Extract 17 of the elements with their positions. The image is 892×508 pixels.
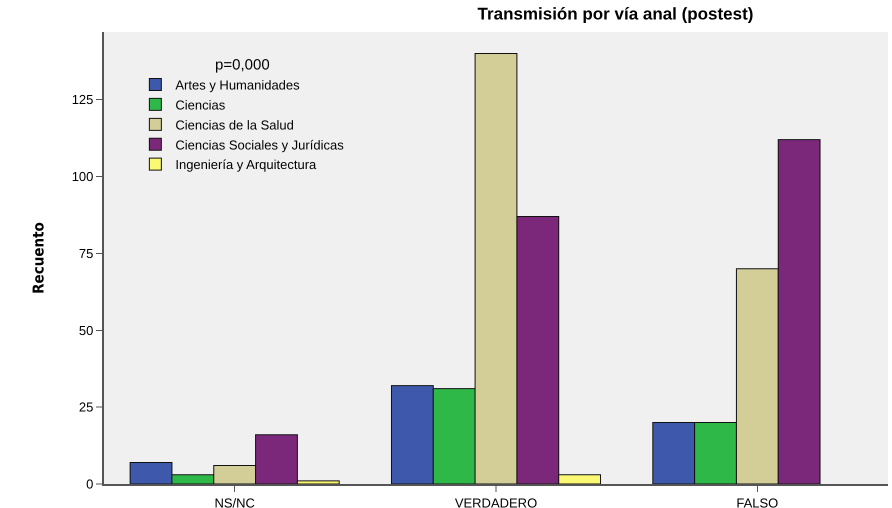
y-axis-title: Recuento	[29, 222, 48, 294]
y-tick-label: 125	[72, 92, 94, 108]
x-tick-label: VERDADERO	[454, 496, 538, 508]
legend-label: Ciencias	[175, 98, 226, 112]
y-tick-label: 25	[78, 400, 94, 415]
chart-title: Transmisión por vía anal (postest)	[478, 4, 754, 24]
legend-label: Ingeniería y Arquitectura	[175, 157, 318, 172]
x-tick-label: FALSO	[736, 496, 778, 508]
y-tick-label: 100	[72, 169, 94, 184]
legend-label: Ciencias Sociales y Jurídicas	[175, 137, 344, 152]
legend-label: Artes y Humanidades	[175, 78, 300, 93]
y-tick-label: 0	[86, 476, 94, 492]
legend-title: p=0,000	[215, 56, 270, 74]
x-tick-label: NS/NC	[214, 496, 255, 508]
legend-label: Ciencias de la Salud	[175, 117, 294, 132]
y-tick-label: 50	[78, 322, 94, 338]
y-tick-label: 75	[78, 246, 94, 261]
